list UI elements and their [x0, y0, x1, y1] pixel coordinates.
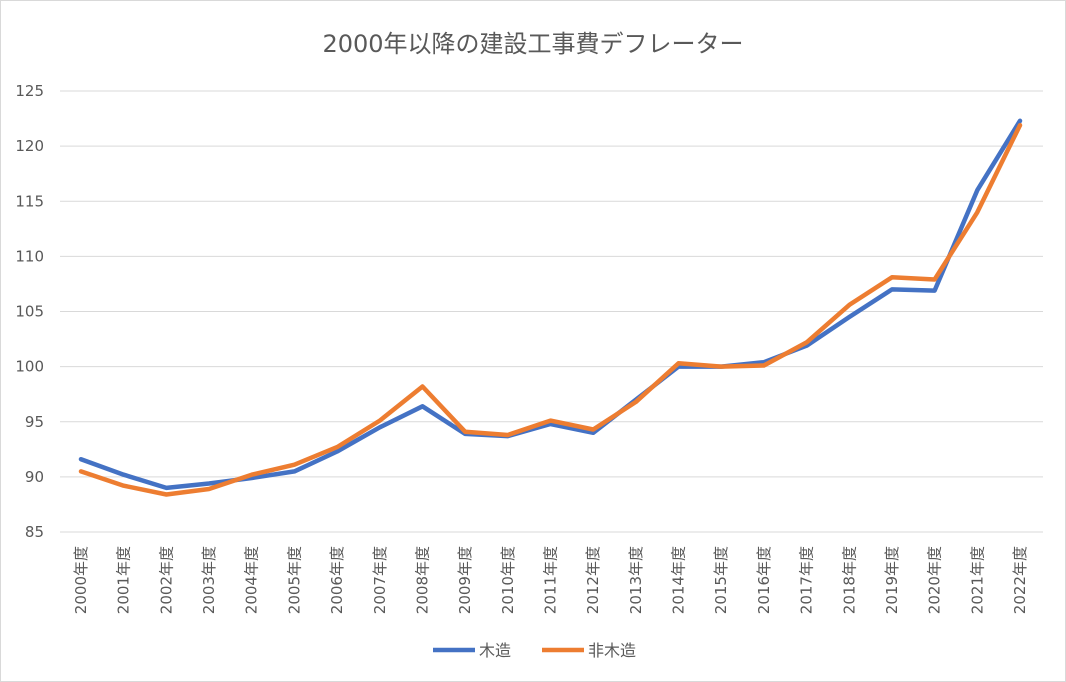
x-tick-label: 2006年度: [328, 546, 346, 614]
y-tick-label: 95: [25, 413, 44, 431]
x-tick-label: 2000年度: [72, 546, 90, 614]
x-tick-label: 2022年度: [1011, 546, 1029, 614]
y-tick-label: 115: [15, 192, 44, 210]
x-tick-label: 2010年度: [499, 546, 517, 614]
x-tick-label: 2008年度: [413, 546, 431, 614]
x-tick-label: 2016年度: [755, 546, 773, 614]
chart-title: 2000年以降の建設工事費デフレーター: [322, 30, 743, 58]
x-tick-label: 2021年度: [968, 546, 986, 614]
series-line-hi-mokuzou: [78, 122, 1023, 497]
x-tick-label: 2007年度: [371, 546, 389, 614]
x-tick-label: 2014年度: [670, 546, 688, 614]
x-tick-label: 2013年度: [627, 546, 645, 614]
y-tick-label: 85: [25, 523, 44, 541]
y-axis-ticks: 85 90 95 100 105 110 115 120 125: [15, 82, 44, 541]
x-tick-label: 2017年度: [798, 546, 816, 614]
x-tick-label: 2005年度: [285, 546, 303, 614]
y-tick-label: 125: [15, 82, 44, 100]
x-tick-label: 2003年度: [200, 546, 218, 614]
y-tick-label: 100: [15, 358, 44, 376]
y-tick-label: 90: [25, 468, 44, 486]
x-tick-label: 2020年度: [926, 546, 944, 614]
legend: 木造 非木造: [433, 641, 636, 660]
y-tick-label: 110: [15, 247, 44, 265]
x-tick-label: 2019年度: [883, 546, 901, 614]
y-tick-label: 105: [15, 303, 44, 321]
x-tick-label: 2001年度: [115, 546, 133, 614]
x-tick-label: 2004年度: [243, 546, 261, 614]
x-tick-label: 2009年度: [456, 546, 474, 614]
gridlines: [60, 90, 1043, 533]
x-axis-ticks: 2000年度 2001年度 2002年度 2003年度 2004年度 2005年度 2006…: [72, 546, 1029, 614]
x-tick-label: 2018年度: [840, 546, 858, 614]
x-tick-label: 2011年度: [542, 546, 560, 614]
x-tick-label: 2002年度: [157, 546, 175, 614]
legend-label: 木造: [479, 641, 511, 660]
x-tick-label: 2012年度: [584, 546, 602, 614]
legend-label: 非木造: [588, 641, 636, 660]
x-tick-label: 2015年度: [712, 546, 730, 614]
series-lines: [78, 118, 1023, 497]
y-tick-label: 120: [15, 137, 44, 155]
